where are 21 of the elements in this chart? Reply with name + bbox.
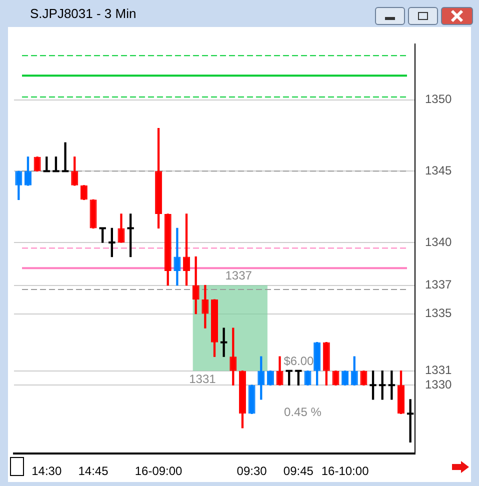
x-tick-label: 16-10:00 [321,464,370,478]
y-tick-label: 1337 [425,278,452,292]
y-tick-label: 1350 [425,92,452,106]
x-tick-label: 14:30 [32,464,62,478]
y-tick-label: 1345 [425,163,452,178]
annotation: 1337 [225,268,252,283]
x-tick-label: 14:45 [78,464,109,478]
y-tick-label: 1330 [425,377,452,392]
x-tick-label: 09:45 [283,464,314,478]
annotation: $6.00 [284,354,314,368]
y-tick-label: 1331 [425,363,452,378]
annotation: 0.45 % [284,405,322,420]
y-tick-label: 1335 [425,306,452,320]
y-tick-label: 1340 [425,234,452,249]
annotation: 1331 [189,372,216,386]
x-tick-label: 16-09:00 [134,464,183,478]
x-tick-label: 09:30 [236,464,268,478]
candlestick [388,370,396,400]
chart-title: S.JPJ8031 - 3 Min [30,6,136,21]
candlestick [62,142,69,172]
candlestick [220,328,228,357]
